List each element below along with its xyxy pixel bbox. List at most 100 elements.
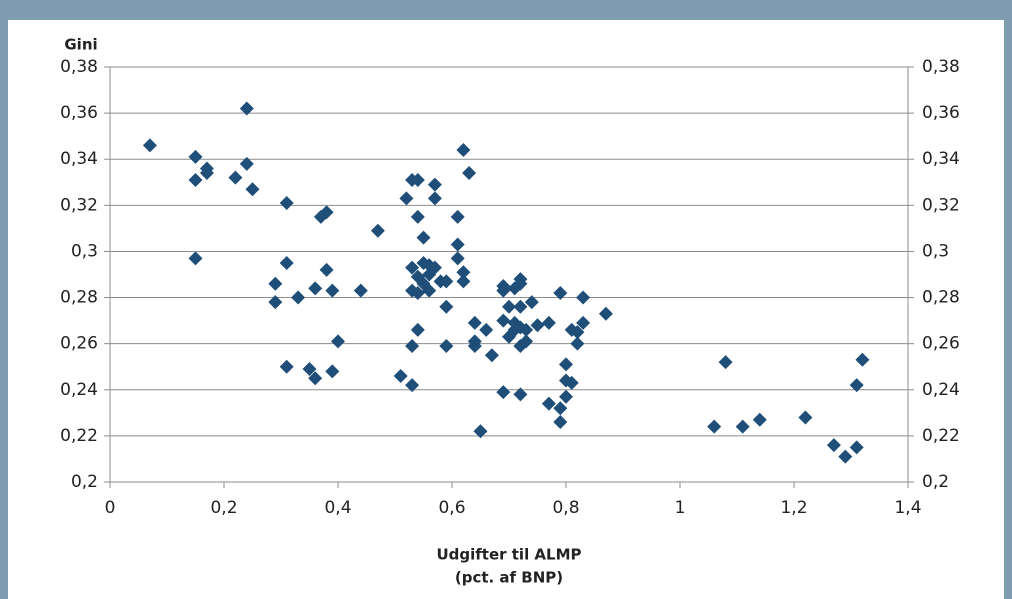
point [279, 196, 294, 211]
point [245, 182, 260, 197]
point [838, 449, 853, 464]
point [410, 209, 425, 224]
point [718, 355, 733, 370]
point [462, 166, 477, 181]
point [405, 260, 420, 275]
point [564, 375, 579, 390]
y2-tick-label: 0,28 [922, 288, 960, 308]
point [319, 262, 334, 277]
point [849, 378, 864, 393]
x-tick-label: 0,2 [210, 498, 237, 518]
point [519, 322, 534, 337]
point [513, 387, 528, 402]
x-tick-label: 1,4 [894, 498, 921, 518]
point [450, 237, 465, 252]
point [559, 389, 573, 404]
point [439, 338, 454, 353]
point [450, 209, 465, 224]
point [291, 290, 306, 305]
point [319, 205, 334, 220]
point [826, 438, 841, 453]
point [422, 283, 437, 298]
x-tick-label: 0,6 [438, 498, 465, 518]
point [410, 285, 425, 300]
y2-tick-label: 0,2 [922, 472, 949, 492]
y-tick-label: 0,32 [60, 195, 98, 215]
point [370, 223, 385, 238]
point [308, 281, 323, 296]
point [564, 322, 579, 337]
point [553, 401, 568, 416]
point [530, 318, 545, 333]
x-tick-label: 0 [105, 498, 116, 518]
point [405, 378, 420, 393]
point [496, 313, 511, 328]
point [570, 336, 585, 351]
point [798, 410, 813, 425]
point [598, 306, 613, 321]
point [422, 267, 437, 282]
point [735, 419, 750, 434]
y-tick-label: 0,22 [60, 426, 98, 446]
point [849, 440, 864, 455]
point [427, 177, 442, 192]
y2-tick-label: 0,22 [922, 426, 960, 446]
x-tick-label: 1,2 [780, 498, 807, 518]
point [473, 424, 488, 439]
point [325, 364, 340, 379]
point [496, 385, 511, 400]
x-axis-label: (pct. af BNP) [455, 569, 563, 587]
point [439, 299, 454, 314]
point [456, 274, 471, 289]
point [410, 322, 425, 337]
point [393, 368, 408, 383]
y-tick-label: 0,28 [60, 288, 98, 308]
y2-tick-label: 0,36 [922, 103, 960, 123]
point [559, 357, 573, 372]
y-tick-label: 0,2 [71, 472, 98, 492]
x-axis-label: Udgifter til ALMP [436, 546, 581, 564]
point [507, 322, 522, 337]
point [399, 191, 414, 206]
point [308, 371, 323, 386]
point [467, 338, 482, 353]
point [484, 348, 499, 363]
y2-tick-label: 0,3 [922, 241, 949, 261]
point [467, 315, 482, 330]
point [479, 322, 494, 337]
point [353, 283, 368, 298]
point [427, 191, 442, 206]
point [496, 283, 511, 298]
x-tick-label: 0,8 [552, 498, 579, 518]
point [228, 170, 243, 185]
x-tick-label: 1 [675, 498, 686, 518]
point [524, 295, 539, 310]
y2-tick-label: 0,38 [922, 57, 960, 77]
point [416, 230, 431, 245]
y-tick-label: 0,3 [71, 241, 98, 261]
point [553, 285, 568, 300]
y-tick-label: 0,38 [60, 57, 98, 77]
point [513, 272, 528, 287]
point [279, 359, 294, 374]
point [576, 315, 591, 330]
point [188, 149, 203, 164]
point [576, 290, 591, 305]
point [188, 251, 203, 266]
point [325, 283, 340, 298]
point [410, 172, 425, 187]
point [519, 334, 534, 349]
point [439, 274, 454, 289]
y2-tick-label: 0,24 [922, 380, 960, 400]
point [752, 412, 767, 427]
point [188, 172, 203, 187]
point [405, 338, 420, 353]
y2-tick-label: 0,26 [922, 334, 960, 354]
y-tick-label: 0,34 [60, 149, 98, 169]
point [268, 276, 283, 291]
y-axis-label: Gini [64, 36, 97, 54]
point [502, 299, 516, 314]
y-tick-label: 0,26 [60, 334, 98, 354]
point [279, 255, 294, 270]
